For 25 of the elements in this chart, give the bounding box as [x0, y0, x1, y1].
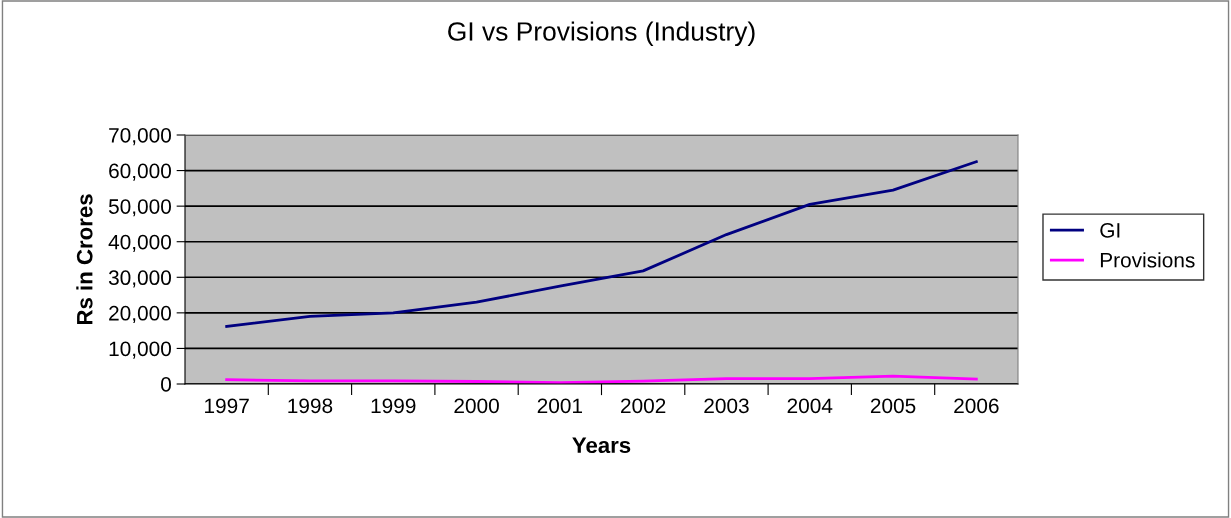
x-tick-label: 2001 — [537, 398, 583, 414]
x-axis-title: Years — [572, 437, 631, 454]
line-series — [225, 374, 978, 384]
y-tick-label: 0 — [161, 377, 171, 392]
y-axis-title: Rs in Crores — [76, 194, 93, 325]
y-tick-label: 10,000 — [109, 341, 171, 359]
y-tick-label: 60,000 — [109, 163, 171, 181]
y-tick-label: 70,000 — [109, 128, 171, 146]
y-tick-label: 50,000 — [108, 199, 171, 217]
y-tick-label: 40,000 — [108, 234, 171, 252]
x-tick-label: 2003 — [704, 398, 749, 414]
x-tick-label: 1997 — [205, 398, 249, 414]
legend-label: GI — [1100, 222, 1120, 238]
x-tick-label: 1998 — [288, 398, 333, 414]
x-tick-label: 2000 — [454, 398, 499, 414]
x-tick-label: 2006 — [954, 398, 999, 414]
x-tick-label: 1999 — [371, 398, 416, 414]
x-tick-label: 2004 — [787, 398, 833, 414]
y-tick-label: 30,000 — [108, 270, 171, 288]
x-tick-label: 2002 — [621, 398, 666, 414]
legend-label: Provisions — [1100, 252, 1195, 268]
x-tick-label: 2005 — [870, 398, 916, 414]
chart-title: GI vs Provisions (Industry) — [448, 21, 755, 47]
y-tick-label: 20,000 — [109, 305, 171, 324]
line-series — [225, 160, 978, 328]
